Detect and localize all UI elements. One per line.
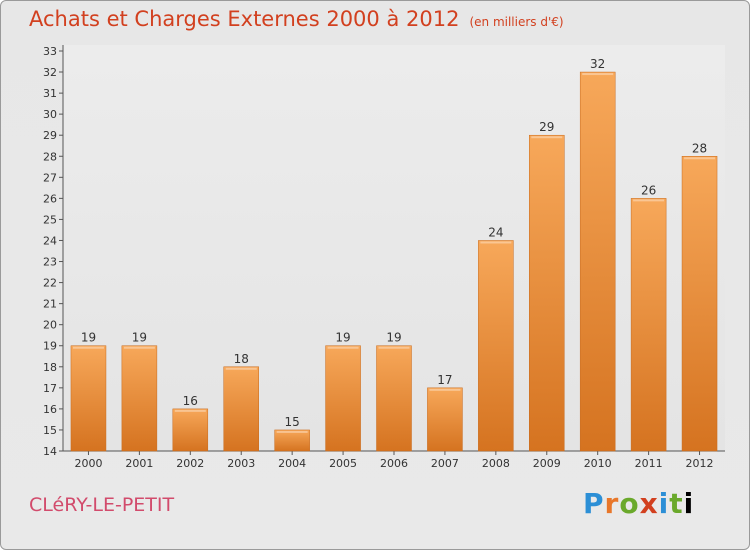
bar-highlight bbox=[378, 346, 410, 349]
y-tick-label: 18 bbox=[43, 361, 57, 374]
proxiti-logo: Proxiti bbox=[583, 487, 695, 520]
data-label-2007: 17 bbox=[437, 373, 452, 387]
bar-2005 bbox=[325, 345, 361, 452]
y-tick-label: 15 bbox=[43, 424, 57, 437]
bar-highlight bbox=[429, 388, 461, 391]
data-label-2003: 18 bbox=[234, 352, 249, 366]
bars bbox=[70, 71, 718, 452]
data-label-2012: 28 bbox=[692, 141, 707, 155]
y-tick-label: 16 bbox=[43, 403, 57, 416]
bar-highlight bbox=[174, 409, 206, 412]
data-label-2010: 32 bbox=[590, 57, 605, 71]
y-tick-label: 14 bbox=[43, 445, 57, 458]
data-label-2001: 19 bbox=[132, 331, 147, 345]
bar-2004 bbox=[274, 429, 310, 452]
x-tick-label: 2011 bbox=[635, 457, 663, 470]
x-tick-label: 2001 bbox=[125, 457, 153, 470]
x-tick-label: 2004 bbox=[278, 457, 306, 470]
y-tick-label: 20 bbox=[43, 319, 57, 332]
y-tick-label: 17 bbox=[43, 382, 57, 395]
y-tick-label: 21 bbox=[43, 298, 57, 311]
x-tick-label: 2008 bbox=[482, 457, 510, 470]
bar-highlight bbox=[531, 136, 563, 139]
bar-highlight bbox=[327, 346, 359, 349]
bar-2008 bbox=[478, 240, 514, 452]
chart-title: Achats et Charges Externes 2000 à 2012 (e… bbox=[29, 7, 564, 31]
y-tick-label: 33 bbox=[43, 45, 57, 58]
x-tick-label: 2012 bbox=[686, 457, 714, 470]
bar-highlight bbox=[480, 241, 512, 244]
data-label-2000: 19 bbox=[81, 331, 96, 345]
x-tick-label: 2006 bbox=[380, 457, 408, 470]
commune-name: CLéRY-LE-PETIT bbox=[29, 494, 175, 516]
x-tick-label: 2005 bbox=[329, 457, 357, 470]
data-label-2005: 19 bbox=[335, 331, 350, 345]
bar-highlight bbox=[633, 199, 665, 202]
y-tick-label: 19 bbox=[43, 340, 57, 353]
y-tick-label: 31 bbox=[43, 87, 57, 100]
y-tick-label: 29 bbox=[43, 129, 57, 142]
x-tick-label: 2002 bbox=[176, 457, 204, 470]
bar-highlight bbox=[72, 346, 104, 349]
x-tick-label: 2010 bbox=[584, 457, 612, 470]
data-label-2006: 19 bbox=[386, 331, 401, 345]
bar-2002 bbox=[172, 408, 209, 452]
bar-highlight bbox=[684, 157, 716, 160]
bar-2000 bbox=[70, 345, 107, 452]
bar-2001 bbox=[121, 345, 158, 452]
bar-2011 bbox=[630, 198, 667, 452]
bar-2003 bbox=[223, 366, 259, 452]
y-tick-label: 25 bbox=[43, 213, 57, 226]
bar-2006 bbox=[376, 345, 412, 452]
chart-title-text: Achats et Charges Externes 2000 à 2012 bbox=[29, 7, 460, 31]
bar-2010 bbox=[579, 71, 616, 452]
bar-2007 bbox=[427, 387, 463, 452]
bar-highlight bbox=[123, 346, 155, 349]
x-tick-label: 2003 bbox=[227, 457, 255, 470]
y-tick-label: 26 bbox=[43, 192, 57, 205]
bar-2009 bbox=[529, 134, 565, 452]
y-tick-label: 23 bbox=[43, 256, 57, 269]
x-tick-label: 2009 bbox=[533, 457, 561, 470]
chart-subtitle: (en milliers d'€) bbox=[469, 15, 564, 29]
data-label-2011: 26 bbox=[641, 183, 656, 197]
data-label-2002: 16 bbox=[183, 394, 198, 408]
data-label-2004: 15 bbox=[285, 415, 300, 429]
y-tick-label: 32 bbox=[43, 66, 57, 79]
y-tick-label: 24 bbox=[43, 234, 57, 247]
bar-2012 bbox=[681, 156, 718, 452]
x-tick-label: 2000 bbox=[74, 457, 102, 470]
x-tick-label: 2007 bbox=[431, 457, 459, 470]
bar-highlight bbox=[276, 430, 308, 433]
data-label-2009: 29 bbox=[539, 120, 554, 134]
data-labels: 19 19 16 18 15 19 19 17 24 29 32 26 28 bbox=[81, 57, 707, 429]
data-label-2008: 24 bbox=[488, 225, 503, 239]
y-tick-label: 27 bbox=[43, 171, 57, 184]
bar-highlight bbox=[225, 367, 257, 370]
y-tick-label: 22 bbox=[43, 277, 57, 290]
bar-highlight bbox=[582, 73, 614, 76]
y-tick-label: 30 bbox=[43, 108, 57, 121]
y-tick-label: 28 bbox=[43, 150, 57, 163]
